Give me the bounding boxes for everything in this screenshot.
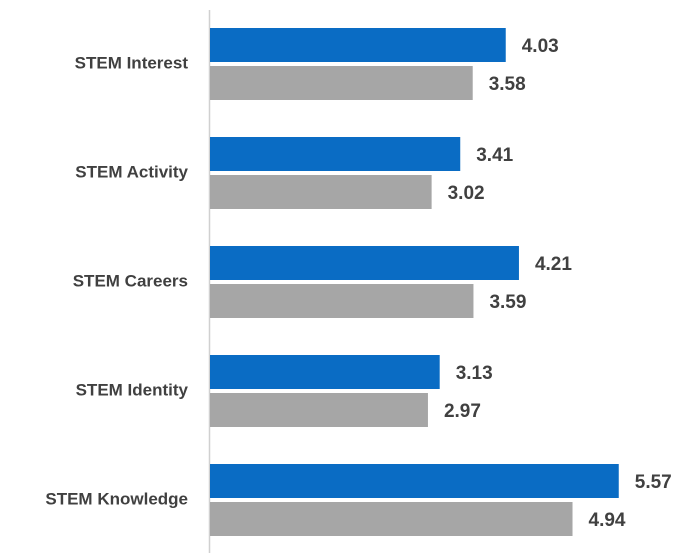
value-label: 5.57 (635, 472, 672, 493)
bar (210, 393, 428, 427)
category-label: STEM Careers (73, 271, 188, 290)
category-label: STEM Interest (75, 53, 189, 72)
value-label: 3.13 (456, 363, 493, 384)
bar (210, 284, 474, 318)
value-label: 3.59 (489, 292, 526, 313)
value-label: 4.94 (589, 510, 626, 531)
category-label: STEM Identity (76, 380, 189, 399)
value-label: 4.03 (522, 36, 559, 57)
value-label: 3.41 (476, 145, 513, 166)
bar (210, 246, 519, 280)
value-label: 3.58 (489, 74, 526, 95)
bar (210, 28, 506, 62)
value-label: 4.21 (535, 254, 572, 275)
category-label: STEM Knowledge (45, 489, 188, 508)
bar (210, 66, 473, 100)
value-label: 2.97 (444, 401, 481, 422)
bar (210, 137, 461, 171)
category-label: STEM Activity (75, 162, 188, 181)
value-label: 3.02 (448, 183, 485, 204)
bar (210, 355, 440, 389)
bar (210, 175, 432, 209)
bar (210, 502, 573, 536)
bar (210, 464, 619, 498)
